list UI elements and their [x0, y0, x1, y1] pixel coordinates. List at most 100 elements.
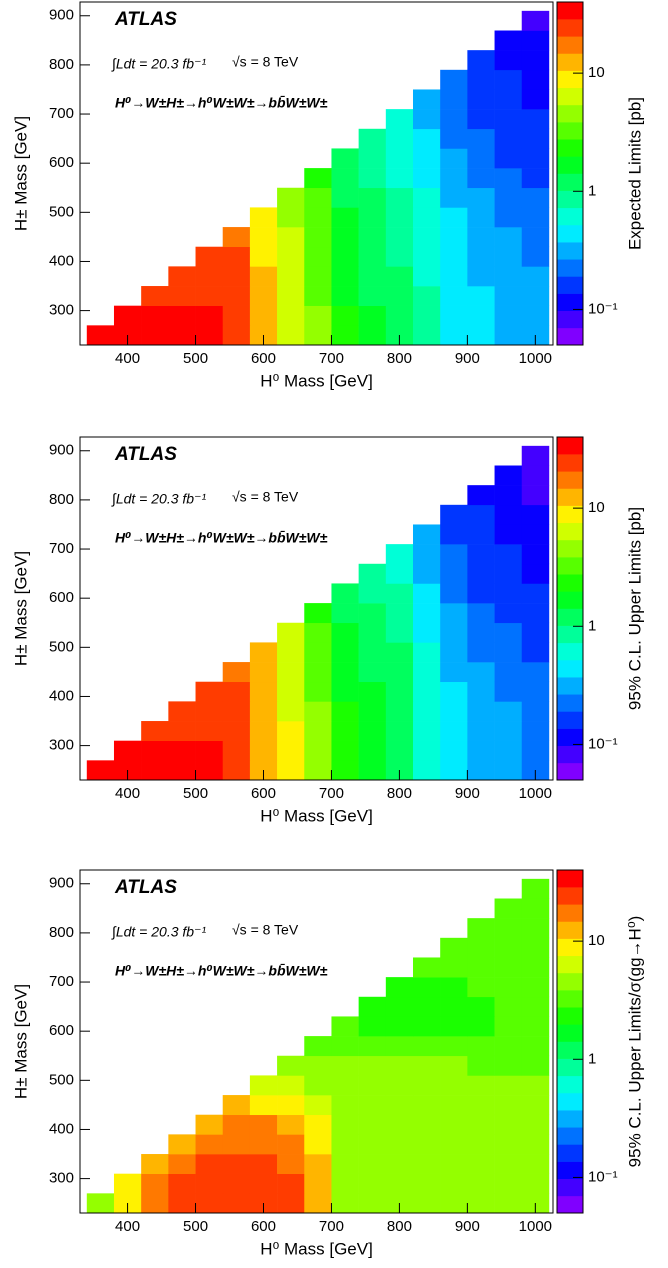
heatmap-cell	[440, 740, 468, 761]
heatmap-cell	[168, 1134, 196, 1155]
heatmap-cell	[467, 1173, 495, 1194]
heatmap-cell	[331, 603, 359, 624]
heatmap-cell	[385, 662, 414, 683]
heatmap-cell	[331, 1114, 359, 1135]
heatmap-cell	[222, 662, 251, 683]
heatmap-cell	[440, 148, 468, 169]
colorbar-band	[557, 53, 583, 71]
heatmap-cell	[521, 1134, 550, 1155]
y-axis-title: H± Mass [GeV]	[11, 551, 30, 666]
heatmap-cell	[385, 977, 414, 998]
heatmap-cell	[249, 1134, 278, 1155]
colorbar-band	[557, 19, 583, 37]
heatmap-cell	[195, 1134, 224, 1155]
experiment-label: ATLAS	[114, 9, 177, 30]
heatmap-cell	[467, 1036, 495, 1057]
heatmap-cell	[385, 740, 414, 761]
colorbar-band	[557, 122, 583, 140]
heatmap-cell	[385, 1114, 414, 1135]
heatmap-cell	[494, 1036, 523, 1057]
heatmap-cell	[494, 583, 523, 604]
heatmap-cell	[385, 266, 414, 287]
experiment-label: ATLAS	[114, 444, 177, 465]
heatmap-cell	[521, 504, 550, 525]
heatmap-cell	[304, 1114, 332, 1135]
heatmap-cell	[195, 246, 224, 267]
heatmap-cell	[521, 721, 550, 741]
heatmap-cell	[494, 30, 523, 51]
heatmap-cell	[277, 721, 305, 741]
y-tick-label: 700	[49, 105, 74, 122]
heatmap-cell	[304, 1154, 332, 1174]
heatmap-cell	[222, 305, 251, 326]
heatmap-cell	[385, 721, 414, 741]
heatmap-cell	[331, 187, 359, 208]
plot-frame	[79, 1, 554, 346]
heatmap-cell	[413, 1055, 441, 1076]
heatmap-cell	[385, 109, 414, 130]
heatmap-cell	[358, 563, 387, 584]
heatmap-cell	[277, 662, 305, 683]
heatmap-cell	[277, 1134, 305, 1155]
heatmap-cell	[249, 1173, 278, 1194]
z-tick-label: 10⁻¹	[588, 300, 618, 317]
heatmap-cell	[494, 1114, 523, 1135]
heatmap-cell	[141, 760, 169, 781]
heatmap-cell	[222, 1154, 251, 1174]
heatmap-cell	[521, 445, 550, 466]
heatmap-cell	[195, 1114, 224, 1135]
heatmap-cell	[304, 1055, 332, 1076]
heatmap-cell	[494, 977, 523, 998]
colorbar-band	[557, 327, 583, 346]
heatmap-cell	[195, 701, 224, 722]
heatmap-cell	[494, 89, 523, 110]
heatmap-cell	[494, 1193, 523, 1214]
heatmap-cell	[277, 1154, 305, 1174]
experiment-label: ATLAS	[114, 877, 177, 898]
heatmap-cell	[331, 622, 359, 643]
heatmap-cell	[249, 1154, 278, 1174]
x-tick-label: 800	[387, 350, 412, 367]
heatmap-cell	[521, 898, 550, 919]
heatmap-cell	[249, 681, 278, 702]
heatmap-cell	[385, 168, 414, 189]
heatmap-cell	[521, 740, 550, 761]
heatmap-cell	[385, 1134, 414, 1155]
y-tick-label: 500	[49, 1071, 74, 1088]
colorbar-band	[557, 972, 583, 991]
heatmap-cell	[494, 266, 523, 287]
heatmap-cell	[277, 305, 305, 326]
heatmap-cell	[440, 325, 468, 346]
heatmap-cell	[331, 207, 359, 228]
heatmap-cell	[440, 305, 468, 326]
heatmap-cell	[331, 246, 359, 267]
heatmap-cell	[413, 1134, 441, 1155]
heatmap-cell	[440, 662, 468, 683]
heatmap-cell	[494, 1075, 523, 1096]
x-tick-label: 1000	[519, 785, 552, 802]
heatmap-cell	[331, 1036, 359, 1057]
heatmap-cell	[440, 1095, 468, 1116]
heatmap-cell	[467, 89, 495, 110]
heatmap-cell	[467, 109, 495, 130]
heatmap-cell	[168, 721, 196, 741]
heatmap-cell	[141, 1193, 169, 1214]
heatmap-cell	[358, 1173, 387, 1194]
heatmap-cell	[440, 1134, 468, 1155]
heatmap-cell	[413, 1036, 441, 1057]
heatmap-cell	[304, 740, 332, 761]
heatmap-cell	[413, 109, 441, 130]
colorbar-band	[557, 1127, 583, 1145]
heatmap-cell	[331, 1055, 359, 1076]
heatmap-cell	[358, 603, 387, 624]
colorbar-band	[557, 955, 583, 974]
x-tick-label: 1000	[519, 1218, 552, 1235]
heatmap-cell	[521, 1173, 550, 1194]
heatmap-cell	[440, 622, 468, 643]
heatmap-cell	[358, 1016, 387, 1037]
heatmap-cell	[331, 168, 359, 189]
z-axis-title: Expected Limits [pb]	[625, 97, 644, 250]
heatmap-cell	[467, 50, 495, 71]
panel: 400 500 600 700 800 900 1000 300 400 500 600 700 800…	[11, 436, 644, 825]
heatmap-cell	[86, 760, 115, 781]
